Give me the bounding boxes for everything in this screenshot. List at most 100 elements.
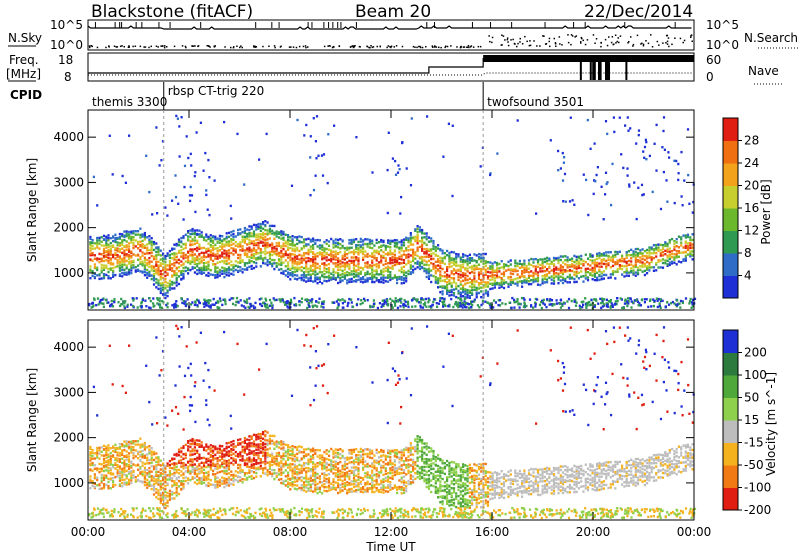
velocity-cell	[150, 476, 153, 480]
velocity-cell	[173, 497, 176, 500]
power-cell	[657, 259, 660, 262]
velocity-cell	[171, 493, 174, 496]
power-cell	[688, 300, 692, 303]
power-cell	[107, 234, 110, 237]
power-cell	[402, 278, 406, 282]
power-cell	[243, 235, 246, 239]
power-cell	[527, 271, 531, 274]
power-cell	[221, 247, 224, 251]
power-cell	[252, 232, 256, 236]
power-cell	[232, 267, 235, 270]
power-cell	[459, 291, 462, 294]
power-cell	[489, 282, 492, 285]
power-cell	[471, 279, 474, 282]
power-cell	[459, 266, 462, 269]
power-cell	[93, 275, 96, 279]
power-cell	[255, 261, 258, 265]
power-cell	[588, 300, 591, 304]
power-cell	[164, 261, 167, 264]
power-cell	[168, 268, 171, 271]
power-cell	[118, 269, 121, 272]
velocity-cell	[155, 478, 158, 481]
velocity-cell	[177, 454, 181, 457]
power-cell	[459, 292, 462, 296]
power-cell	[362, 277, 365, 281]
power-cell	[334, 241, 337, 244]
power-cell	[330, 251, 333, 254]
power-cell	[532, 258, 535, 261]
power-cell	[175, 114, 178, 118]
power-cell	[118, 257, 121, 260]
power-cell	[273, 259, 276, 262]
power-cell	[243, 249, 246, 252]
power-cell	[198, 257, 201, 261]
power-cell	[441, 285, 444, 288]
power-cell	[359, 302, 362, 306]
nsearch-point	[641, 42, 643, 45]
power-cell	[491, 278, 494, 281]
power-cell	[571, 263, 574, 266]
power-cell	[216, 266, 219, 269]
power-cell	[139, 270, 142, 273]
power-cell	[473, 268, 476, 272]
power-cell	[627, 299, 630, 303]
power-cell	[409, 265, 412, 269]
power-cell	[584, 297, 587, 300]
power-cell	[580, 275, 583, 278]
power-cell	[248, 228, 251, 232]
power-cell	[285, 300, 288, 304]
nsearch-point	[619, 35, 622, 37]
velocity-cell	[96, 476, 99, 479]
power-cell	[312, 237, 315, 240]
power-cell	[402, 277, 406, 280]
power-cell	[371, 264, 374, 267]
power-cell	[173, 271, 176, 275]
velocity-cell	[105, 456, 108, 459]
power-cell	[189, 232, 192, 236]
velocity-cell	[132, 456, 135, 460]
power-cell	[185, 135, 188, 138]
velocity-cell	[114, 462, 117, 465]
power-cell	[443, 280, 446, 283]
velocity-cell	[162, 463, 165, 467]
power-cell	[666, 250, 669, 253]
power-cell	[232, 273, 235, 276]
velocity-cell	[189, 459, 192, 463]
power-cell	[93, 242, 96, 245]
power-cell	[180, 116, 183, 119]
power-cell	[156, 212, 159, 215]
power-cell	[641, 248, 644, 251]
power-cell	[317, 301, 320, 304]
nsearch-point	[514, 43, 516, 45]
nsearch-point	[359, 46, 361, 48]
velocity-cell	[96, 484, 99, 487]
power-cell	[394, 159, 397, 163]
power-cell	[109, 245, 112, 248]
velocity-cell	[196, 467, 199, 470]
velocity-cell	[193, 449, 196, 452]
power-cell	[389, 262, 392, 265]
velocity-cell	[93, 464, 96, 467]
power-cell	[602, 303, 605, 306]
power-cell	[434, 260, 437, 263]
power-cell	[684, 236, 687, 239]
velocity-cell	[89, 487, 92, 490]
nsearch-point	[115, 46, 117, 48]
power-cell	[443, 300, 446, 303]
power-cell	[123, 306, 126, 310]
power-cell	[214, 276, 217, 279]
power-cell	[480, 281, 483, 284]
power-cell	[593, 264, 596, 267]
power-cell	[293, 262, 296, 265]
power-cell	[141, 239, 144, 243]
power-cell	[626, 174, 629, 177]
velocity-cell	[114, 483, 117, 487]
power-cell	[412, 236, 415, 239]
power-cell	[689, 242, 692, 245]
power-cell	[96, 258, 99, 262]
power-cell	[334, 271, 337, 274]
power-cell	[348, 239, 351, 242]
power-cell	[486, 270, 490, 274]
power-cell	[130, 303, 133, 306]
power-cell	[622, 306, 625, 310]
